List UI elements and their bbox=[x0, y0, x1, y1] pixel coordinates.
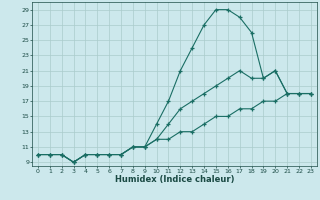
X-axis label: Humidex (Indice chaleur): Humidex (Indice chaleur) bbox=[115, 175, 234, 184]
